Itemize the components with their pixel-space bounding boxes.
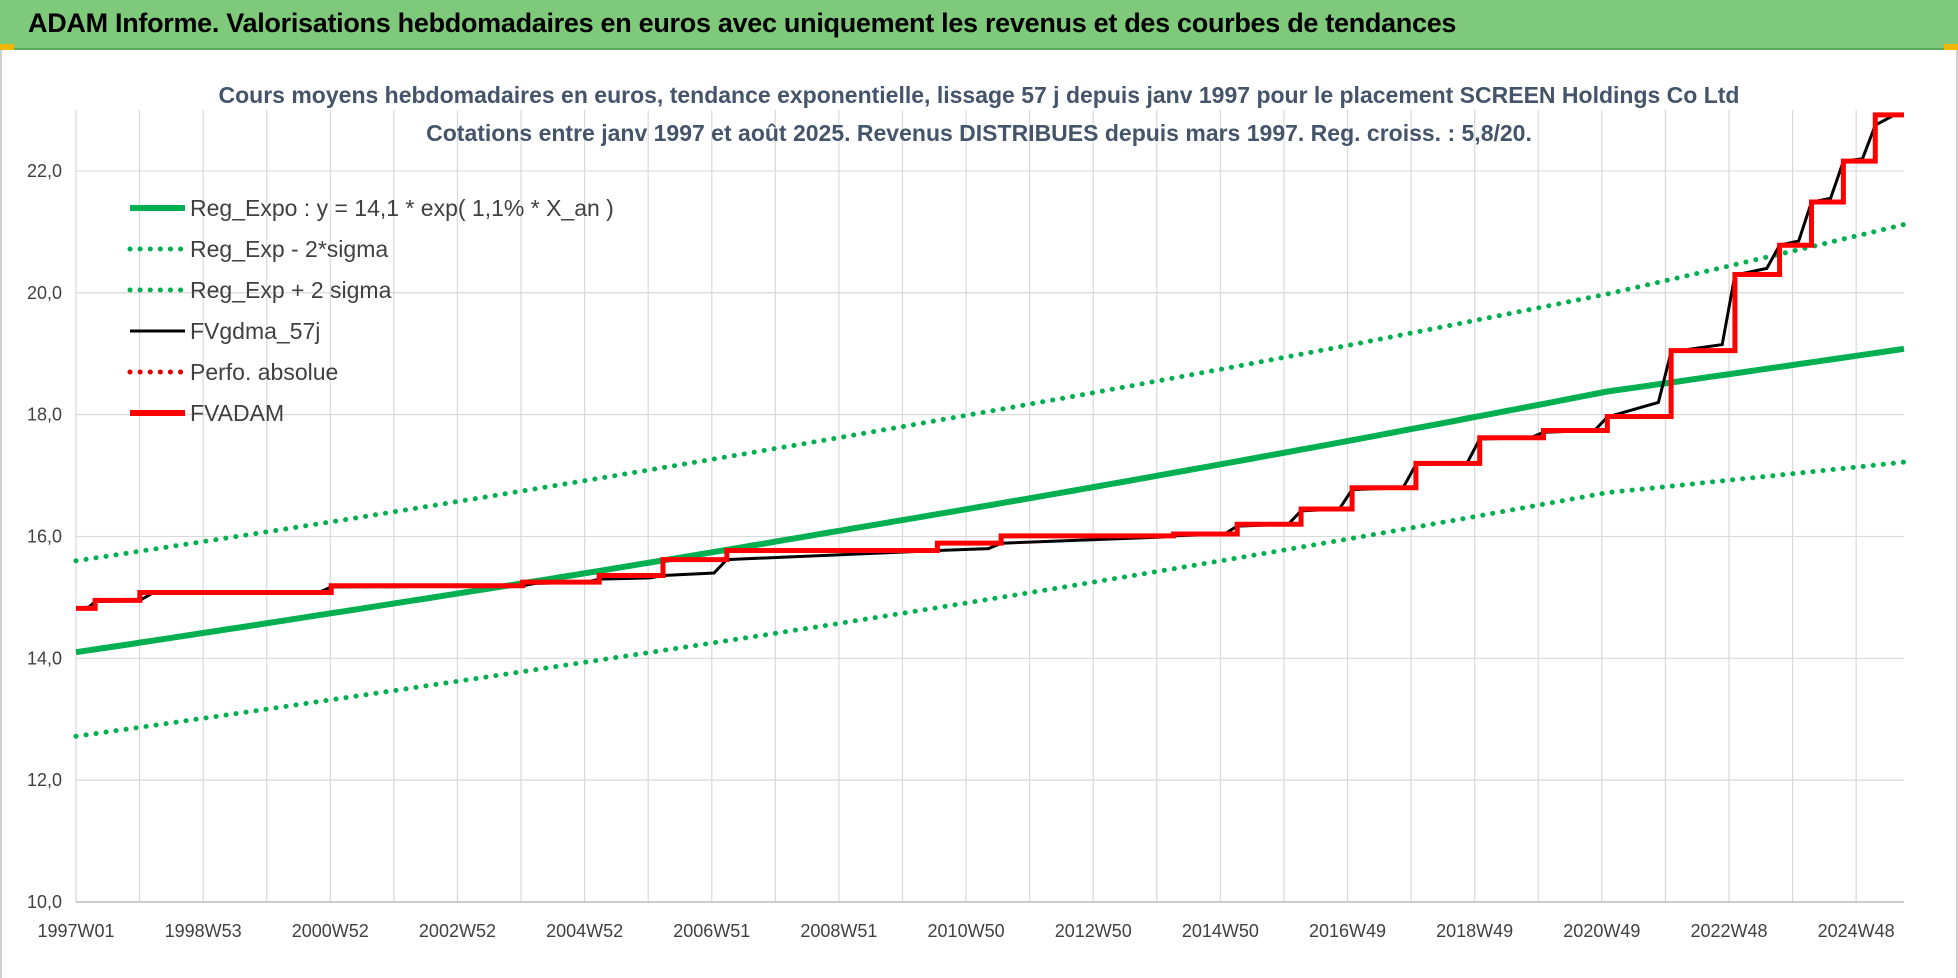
- y-tick-label: 12,0: [27, 770, 62, 790]
- corner-marker-left: [0, 44, 14, 50]
- x-tick-label: 2014W50: [1182, 921, 1259, 941]
- y-tick-label: 14,0: [27, 648, 62, 668]
- legend-label: Reg_Exp + 2 sigma: [190, 277, 392, 303]
- x-tick-label: 2008W51: [800, 921, 877, 941]
- y-tick-label: 18,0: [27, 405, 62, 425]
- y-tick-label: 10,0: [27, 892, 62, 912]
- series-line-0: [75, 345, 1905, 656]
- legend-label: FVADAM: [190, 400, 284, 426]
- x-tick-label: 2006W51: [673, 921, 750, 941]
- y-tick-label: 20,0: [27, 283, 62, 303]
- y-tick-label: 16,0: [27, 526, 62, 546]
- legend-label: Reg_Expo : y = 14,1 * exp( 1,1% * X_an ): [190, 195, 614, 221]
- report-title: ADAM Informe. Valorisations hebdomadaire…: [28, 8, 1457, 38]
- legend-label: FVgdma_57j: [190, 318, 320, 344]
- series-line-2: [73, 222, 1907, 564]
- x-tick-label: 2016W49: [1309, 921, 1386, 941]
- legend: Reg_Expo : y = 14,1 * exp( 1,1% * X_an )…: [127, 195, 614, 426]
- x-tick-label: 1998W53: [165, 921, 242, 941]
- x-tick-label: 2024W48: [1818, 921, 1895, 941]
- x-tick-label: 2022W48: [1690, 921, 1767, 941]
- axis-layer: 10,0 12,0 14,0 16,0 18,0 20,0 22,0 1997W01 1998W…: [27, 161, 1904, 941]
- legend-label: Perfo. absolue: [190, 359, 338, 385]
- chart-title: Cours moyens hebdomadaires en euros, ten…: [219, 82, 1740, 108]
- legend-label: Reg_Exp - 2*sigma: [190, 236, 388, 262]
- series-line-3: [75, 113, 1896, 610]
- x-tick-label: 1997W01: [37, 921, 114, 941]
- x-tick-label: 2000W52: [292, 921, 369, 941]
- x-tick-label: 2004W52: [546, 921, 623, 941]
- series-line-5: [76, 112, 1904, 611]
- grid-layer: [75, 110, 1904, 903]
- x-tick-label: 2018W49: [1436, 921, 1513, 941]
- x-tick-label: 2002W52: [419, 921, 496, 941]
- series-line-1: [73, 459, 1907, 739]
- chart-frame: [0, 50, 1958, 978]
- y-tick-label: 22,0: [27, 161, 62, 181]
- corner-marker-right: [1944, 44, 1958, 50]
- x-tick-label: 2010W50: [928, 921, 1005, 941]
- x-tick-label: 2020W49: [1563, 921, 1640, 941]
- chart-subtitle: Cotations entre janv 1997 et août 2025. …: [426, 120, 1532, 146]
- report-banner: ADAM Informe. Valorisations hebdomadaire…: [0, 0, 1958, 50]
- x-tick-label: 2012W50: [1055, 921, 1132, 941]
- series-layer: [73, 112, 1907, 739]
